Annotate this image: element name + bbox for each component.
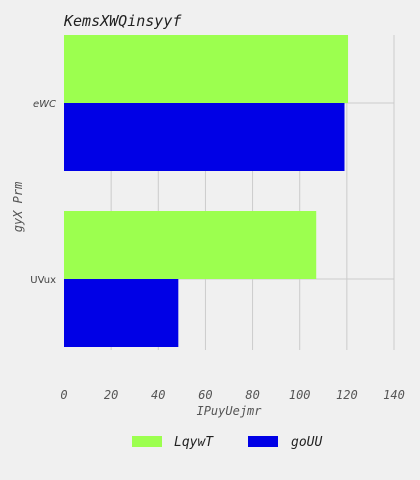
legend-swatch-gouu — [248, 436, 278, 447]
x-tick-label-60: 60 — [198, 388, 212, 402]
x-tick-label-80: 80 — [245, 388, 259, 402]
x-tick-label-40: 40 — [151, 388, 165, 402]
bar-gouu-ewc — [64, 103, 345, 171]
category-label-uvux: UVux — [30, 275, 56, 286]
x-tick-labels: 0 20 40 60 80 100 120 140 — [60, 388, 404, 402]
bar-lqywt-ewc — [64, 35, 349, 103]
x-tick-label-140: 140 — [383, 388, 405, 402]
x-tick-label-20: 20 — [104, 388, 118, 402]
chart-title: KemsXWQinsyyf — [63, 12, 182, 30]
y-axis-label: gyX Prm — [11, 182, 25, 233]
legend: LqywT goUU — [132, 435, 322, 450]
category-label-ewc: eWC — [33, 99, 56, 110]
legend-label-gouu: goUU — [291, 435, 322, 450]
legend-label-lqywt: LqywT — [174, 435, 214, 450]
x-axis-label: IPuyUejmr — [196, 404, 262, 418]
bars — [64, 35, 349, 347]
legend-swatch-lqywt — [132, 436, 162, 447]
x-tick-label-120: 120 — [336, 388, 358, 402]
x-tick-label-0: 0 — [60, 388, 67, 402]
bar-gouu-uvux — [64, 279, 179, 347]
x-tick-label-100: 100 — [289, 388, 311, 402]
category-labels: eWC UVux — [30, 99, 56, 286]
bar-lqywt-uvux — [64, 211, 317, 279]
